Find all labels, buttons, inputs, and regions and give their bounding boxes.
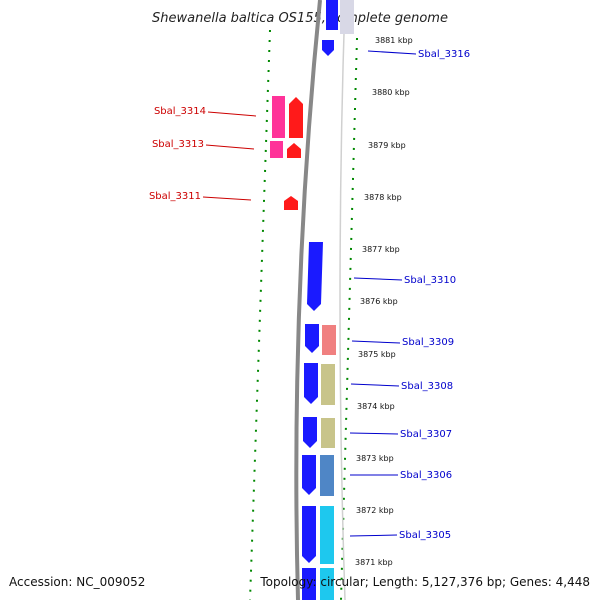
gene-block [321, 364, 335, 405]
kbp-tick: 3879 kbp [368, 141, 406, 150]
gene-label-sbal-3316[interactable]: Sbal_3316 [418, 49, 470, 60]
kbp-tick: 3881 kbp [375, 36, 413, 45]
gene-label-sbal-3305[interactable]: Sbal_3305 [399, 530, 451, 541]
map-title: Shewanella baltica OS155, complete genom… [152, 11, 448, 26]
gene-block [321, 418, 335, 448]
gene-label-sbal-3308[interactable]: Sbal_3308 [401, 381, 453, 392]
gene-block [270, 141, 283, 158]
genome-backbone [294, 0, 322, 601]
kbp-tick: 3874 kbp [357, 402, 395, 411]
gene-label-sbal-3306[interactable]: Sbal_3306 [400, 470, 452, 481]
gene-label-sbal-3311[interactable]: Sbal_3311 [149, 191, 201, 202]
kbp-tick: 3878 kbp [364, 193, 402, 202]
gene-block [326, 0, 338, 30]
gene-label-sbal-3307[interactable]: Sbal_3307 [400, 429, 452, 440]
gene-block [302, 455, 316, 495]
kbp-tick: 3875 kbp [358, 350, 396, 359]
gene-label-sbal-3310[interactable]: Sbal_3310 [404, 275, 456, 286]
kbp-tick: 3877 kbp [362, 245, 400, 254]
gene-block [322, 325, 336, 355]
gene-block [320, 455, 334, 496]
kbp-tick: 3871 kbp [355, 558, 393, 567]
accession-label: Accession: NC_009052 [9, 575, 145, 589]
gene-label-sbal-3313[interactable]: Sbal_3313 [152, 139, 204, 150]
kbp-tick: 3873 kbp [356, 454, 394, 463]
kbp-tick: 3880 kbp [372, 88, 410, 97]
gene-block [320, 568, 334, 600]
gene-block [320, 506, 334, 564]
topology-label: Topology: circular; Length: 5,127,376 bp… [259, 575, 590, 589]
label-leader [207, 111, 257, 117]
label-leader [349, 534, 398, 537]
gene-label-sbal-3309[interactable]: Sbal_3309 [402, 337, 454, 348]
gene-label-sbal-3314[interactable]: Sbal_3314 [154, 106, 206, 117]
label-leader [349, 432, 399, 435]
gene-block [284, 196, 298, 210]
gene-block [272, 96, 285, 138]
gene-block [302, 506, 316, 563]
label-leader [353, 277, 403, 281]
gene-block [289, 97, 303, 138]
backbone-outline [339, 0, 346, 601]
gene-block [340, 0, 354, 34]
gene-block [307, 242, 323, 311]
gene-block [287, 143, 301, 158]
gene-block [303, 417, 317, 448]
label-leader [351, 340, 401, 344]
kbp-tick: 3876 kbp [360, 297, 398, 306]
gene-block [304, 363, 318, 404]
outer-dotted-ring [340, 37, 358, 601]
label-leader [367, 50, 417, 55]
label-leader [205, 144, 255, 150]
kbp-tick: 3872 kbp [356, 506, 394, 515]
gene-block [302, 568, 316, 600]
label-leader [350, 383, 400, 387]
gene-block [305, 324, 319, 353]
gene-block [322, 40, 334, 56]
label-leader [202, 196, 252, 201]
